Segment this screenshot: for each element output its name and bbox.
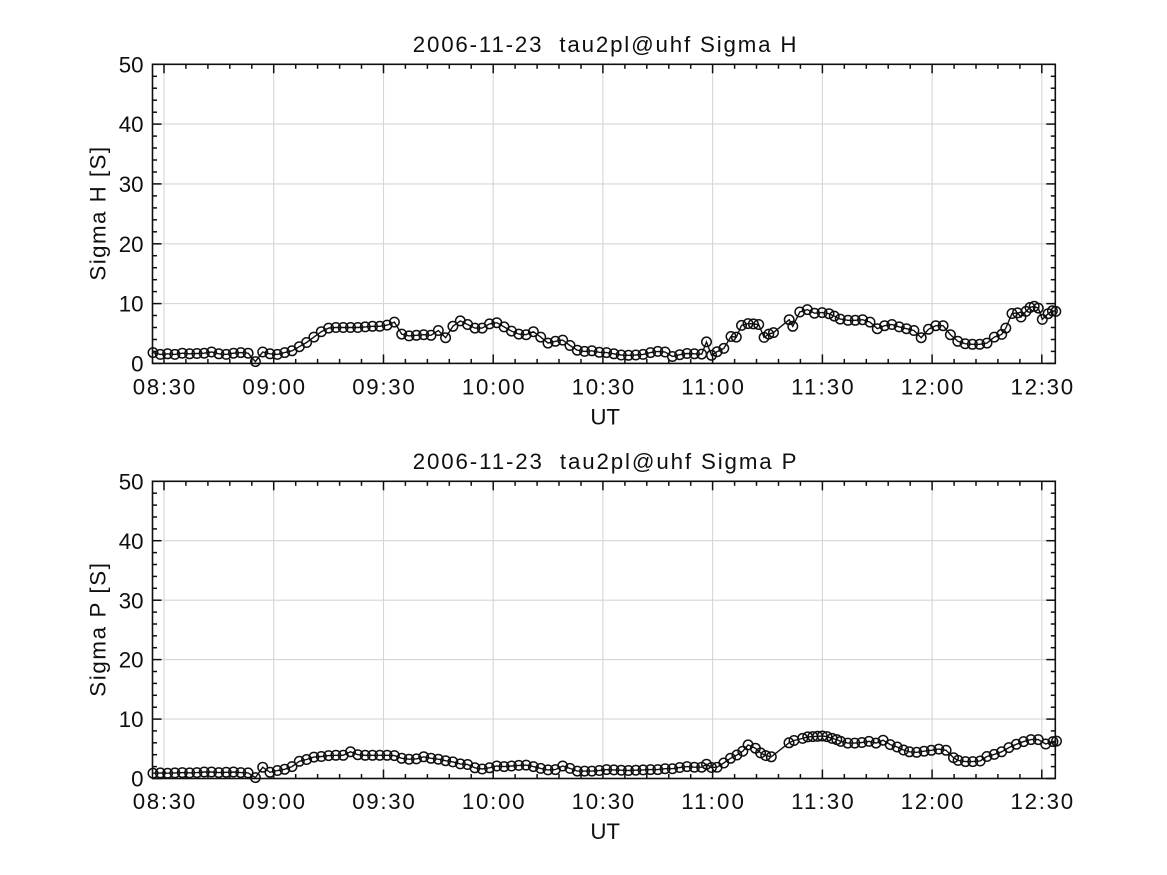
svg-text:Sigma P [S]: Sigma P [S]	[85, 563, 110, 697]
svg-text:0: 0	[131, 767, 143, 792]
svg-text:11:30: 11:30	[791, 375, 854, 400]
svg-text:10:30: 10:30	[572, 375, 635, 400]
svg-text:12:00: 12:00	[901, 375, 964, 400]
svg-text:UT: UT	[590, 405, 620, 430]
svg-text:50: 50	[119, 52, 144, 77]
svg-text:11:00: 11:00	[681, 789, 744, 814]
svg-text:08:30: 08:30	[133, 375, 196, 400]
svg-text:20: 20	[119, 232, 144, 257]
svg-text:12:30: 12:30	[1011, 375, 1074, 400]
svg-text:09:00: 09:00	[242, 375, 305, 400]
svg-text:Sigma H [S]: Sigma H [S]	[85, 147, 110, 281]
svg-text:2006-11-23 tau2pl@uhf Sigma H: 2006-11-23 tau2pl@uhf Sigma H	[413, 32, 797, 57]
svg-text:2006-11-23 tau2pl@uhf Sigma P: 2006-11-23 tau2pl@uhf Sigma P	[413, 449, 797, 474]
svg-text:09:30: 09:30	[352, 375, 415, 400]
svg-text:50: 50	[119, 469, 144, 494]
svg-text:UT: UT	[590, 819, 620, 844]
svg-text:10:30: 10:30	[572, 789, 635, 814]
svg-text:10:00: 10:00	[462, 789, 525, 814]
svg-text:20: 20	[119, 648, 144, 673]
svg-text:11:30: 11:30	[791, 789, 854, 814]
svg-text:10: 10	[119, 292, 144, 317]
svg-text:0: 0	[131, 352, 143, 377]
svg-text:30: 30	[119, 172, 144, 197]
svg-text:09:00: 09:00	[242, 789, 305, 814]
svg-text:10:00: 10:00	[462, 375, 525, 400]
svg-text:40: 40	[119, 529, 144, 554]
svg-text:12:30: 12:30	[1011, 789, 1074, 814]
svg-text:08:30: 08:30	[133, 789, 196, 814]
svg-text:12:00: 12:00	[901, 789, 964, 814]
svg-text:09:30: 09:30	[352, 789, 415, 814]
svg-text:11:00: 11:00	[681, 375, 744, 400]
svg-text:40: 40	[119, 112, 144, 137]
svg-text:30: 30	[119, 588, 144, 613]
svg-text:10: 10	[119, 707, 144, 732]
